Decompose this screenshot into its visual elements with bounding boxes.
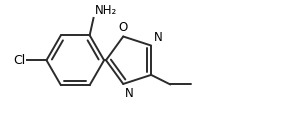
Text: O: O [119,21,128,34]
Text: Cl: Cl [13,54,25,67]
Text: N: N [154,31,163,44]
Text: N: N [125,87,134,100]
Text: NH₂: NH₂ [95,4,117,17]
